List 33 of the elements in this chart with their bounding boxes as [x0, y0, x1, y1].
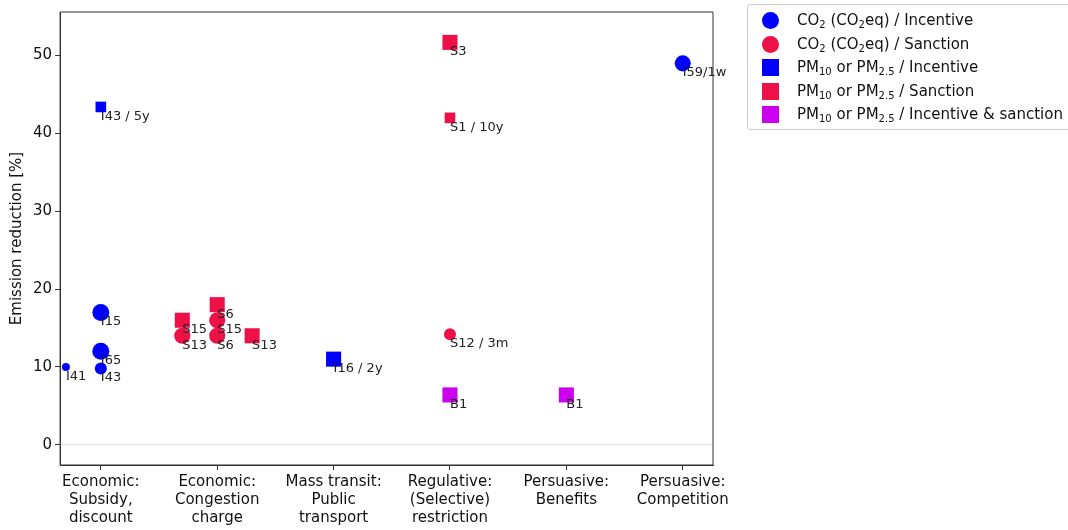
y-tick-label: 50 — [32, 45, 53, 64]
data-label: S13 — [252, 336, 277, 352]
legend-label: PM$_{10}$ or PM$_{2.5}$ / Incentive & sanction — [797, 105, 1063, 125]
data-label: I59/1w — [682, 64, 727, 80]
x-tick-label: Persuasive: Competition — [636, 471, 729, 508]
data-label: B1 — [449, 395, 468, 411]
legend-label: CO$_{2}$ (CO$_{2}$eq) / Incentive — [797, 11, 974, 31]
y-tick-label: 0 — [42, 434, 53, 453]
data-label: I43 — [100, 369, 122, 385]
data-label: I65 — [100, 352, 122, 368]
y-tick-label: 10 — [32, 356, 53, 375]
data-label: S13 — [182, 336, 208, 352]
data-label: S3 — [449, 43, 467, 59]
data-label: I15 — [100, 313, 122, 329]
legend-label: PM$_{10}$ or PM$_{2.5}$ / Incentive — [797, 58, 979, 78]
y-axis-title: Emission reduction [%] — [6, 151, 25, 326]
data-label: S1 / 10y — [449, 118, 504, 134]
data-label: I43 / 5y — [100, 107, 151, 123]
x-tick-label: Economic: Subsidy, discount — [61, 471, 140, 526]
x-tick-label: Mass transit: Public transport — [285, 471, 382, 526]
x-tick-label: Persuasive: Benefits — [523, 471, 610, 508]
data-label: S12 / 3m — [449, 335, 509, 351]
x-tick-label: Regulative: (Selective) restriction — [407, 471, 493, 526]
data-label: B1 — [566, 395, 584, 411]
data-label: I41 — [65, 367, 87, 383]
y-tick-label: 40 — [32, 123, 53, 142]
legend-label: CO$_{2}$ (CO$_{2}$eq) / Sanction — [797, 34, 970, 54]
y-tick-label: 30 — [32, 201, 53, 220]
legend-label: PM$_{10}$ or PM$_{2.5}$ / Sanction — [797, 81, 975, 101]
data-label: I16 / 2y — [333, 360, 383, 376]
x-tick-label: Economic: Congestion charge — [174, 471, 260, 526]
data-label: S6 — [217, 336, 234, 352]
y-tick-label: 20 — [32, 278, 53, 297]
